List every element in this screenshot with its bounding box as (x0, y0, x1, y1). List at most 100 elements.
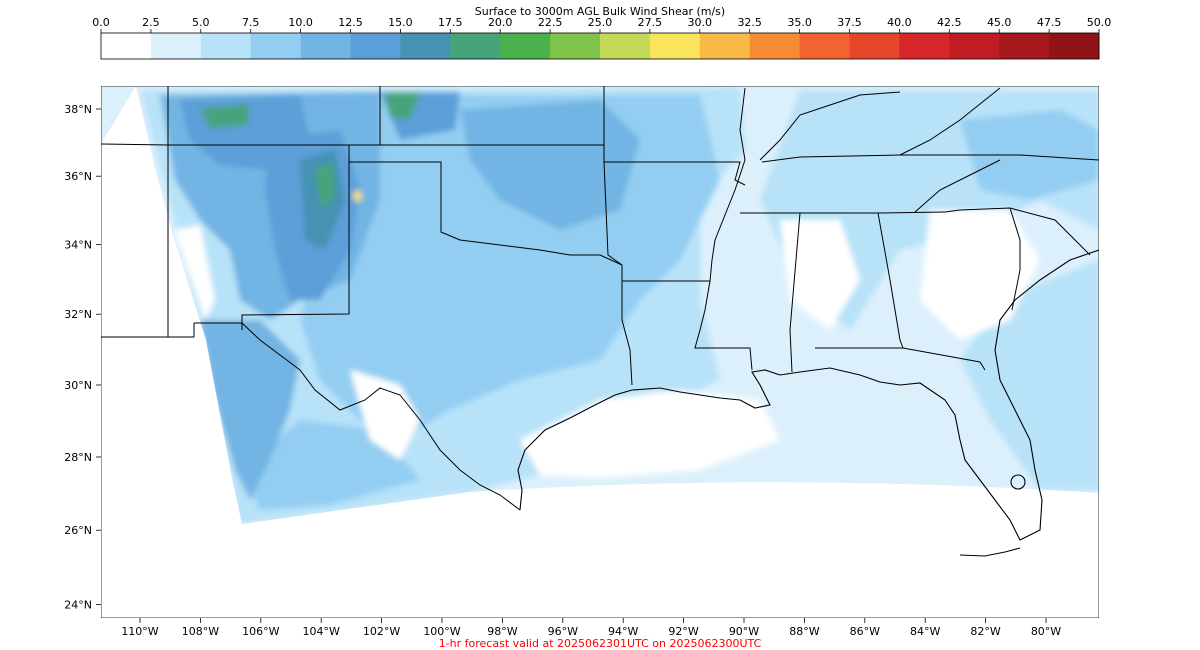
border-ok-ar (603, 86, 623, 266)
longitude-label: 100°W (423, 625, 460, 638)
colorbar-cell (250, 33, 302, 59)
latitude-label: 38°N (64, 103, 92, 116)
colorbar-cell (849, 33, 900, 59)
colorbar-cell (799, 33, 850, 59)
latitude-label: 32°N (64, 308, 92, 321)
longitude-label: 106°W (242, 625, 279, 638)
shear-area-0-tx (350, 370, 420, 460)
coast-ms-al-fl (779, 249, 1099, 541)
coast-keys (959, 547, 1021, 557)
longitude-label: 98°W (487, 625, 517, 638)
colorbar-cells (101, 33, 1100, 59)
colorbar-tick-label: 40.0 (887, 16, 912, 29)
colorbar-cell (550, 33, 601, 59)
longitude-label: 92°W (668, 625, 698, 638)
longitude-label: 90°W (729, 625, 759, 638)
colorbar: Surface to 3000m AGL Bulk Wind Shear (m/… (92, 5, 1111, 60)
colorbar-tick-label: 47.5 (1037, 16, 1062, 29)
border-appalachians (899, 87, 1001, 156)
colorbar-cell (101, 33, 152, 59)
border-al-ga (877, 212, 904, 349)
border-fl-panhandle (815, 347, 986, 371)
colorbar-cell (400, 33, 451, 59)
colorbar-tick-label: 45.0 (987, 16, 1012, 29)
colorbar-tick-label: 10.0 (288, 16, 313, 29)
colorbar-tick-label: 42.5 (937, 16, 962, 29)
colorbar-tick-label: 35.0 (787, 16, 812, 29)
colorbar-cell (200, 33, 252, 59)
latitude-labels: 38°N 36°N 34°N 32°N 30°N 28°N 26°N 24°N (64, 103, 101, 612)
longitude-labels: 110°W 108°W 106°W 104°W 102°W 100°W 98°W 96°W 94… (121, 618, 1061, 638)
shear-area-27-5-spot (353, 190, 362, 202)
shear-area-0-ms (780, 220, 860, 330)
colorbar-cell (450, 33, 501, 59)
colorbar-tick-label: 30.0 (688, 16, 713, 29)
latitude-label: 28°N (64, 451, 92, 464)
lake-okeechobee (1010, 474, 1026, 490)
colorbar-tick-label: 15.0 (388, 16, 413, 29)
longitude-label: 108°W (182, 625, 219, 638)
longitude-label: 80°W (1031, 625, 1061, 638)
colorbar-tick-label: 2.5 (142, 16, 160, 29)
colorbar-tick-labels: 0.0 2.5 5.0 7.5 10.0 12.5 15.0 17.5 20.0 22.5 25.0… (92, 16, 1111, 33)
colorbar-tick-label: 37.5 (837, 16, 862, 29)
colorbar-cell (350, 33, 401, 59)
forecast-valid-text: 1-hr forecast valid at 2025062301UTC on … (439, 637, 762, 650)
colorbar-frame (100, 32, 1100, 60)
colorbar-cell (749, 33, 801, 59)
colorbar-cell (1049, 33, 1100, 59)
latitude-label: 24°N (64, 599, 92, 612)
border-nc-sc (1009, 207, 1021, 311)
border-mo-ar (604, 161, 746, 186)
colorbar-tick-label: 0.0 (92, 16, 110, 29)
shear-area-10-ok (460, 100, 640, 230)
colorbar-tick-label: 32.5 (737, 16, 762, 29)
latitude-label: 34°N (64, 239, 92, 252)
shear-area-17-5-core (315, 162, 335, 210)
border-tx-la (621, 281, 633, 386)
shear-area-17-5-co (200, 104, 250, 128)
longitude-label: 102°W (363, 625, 400, 638)
colorbar-cell (600, 33, 651, 59)
colorbar-tick-label: 7.5 (242, 16, 260, 29)
border-four-corners-north (101, 143, 604, 146)
longitude-label: 94°W (608, 625, 638, 638)
colorbar-tick-label: 12.5 (338, 16, 363, 29)
longitude-label: 86°W (850, 625, 880, 638)
wind-shear-field (101, 86, 1099, 524)
coastline (517, 249, 1099, 557)
shear-area-17-5-ks (385, 92, 420, 120)
border-rio-grande (241, 322, 521, 511)
shear-area-7-5-ga (960, 110, 1099, 200)
colorbar-tick-label: 5.0 (192, 16, 210, 29)
longitude-label: 88°W (789, 625, 819, 638)
border-va-nc (914, 159, 1001, 213)
colorbar-cell (899, 33, 950, 59)
latitude-label: 36°N (64, 170, 92, 183)
colorbar-tick-label: 22.5 (538, 16, 563, 29)
border-az-mx (101, 323, 195, 338)
latitude-label: 30°N (64, 379, 92, 392)
shear-area-0-gulf-coast (520, 390, 780, 478)
colorbar-cell (999, 33, 1050, 59)
colorbar-tick-label: 50.0 (1087, 16, 1112, 29)
shear-area-10-sw (200, 320, 300, 500)
latitude-label: 26°N (64, 524, 92, 537)
colorbar-cell (699, 33, 751, 59)
colorbar-cell (300, 33, 351, 59)
colorbar-cell (500, 33, 551, 59)
coast-texas (517, 389, 633, 511)
border-ky-north (759, 91, 901, 161)
coast-louisiana (631, 369, 781, 409)
state-boundaries (101, 86, 1099, 511)
longitude-label: 104°W (303, 625, 340, 638)
colorbar-cell (649, 33, 701, 59)
longitude-label: 110°W (121, 625, 158, 638)
colorbar-cell (150, 33, 202, 59)
longitude-label: 84°W (910, 625, 940, 638)
colorbar-tick-label: 27.5 (638, 16, 663, 29)
colorbar-title: Surface to 3000m AGL Bulk Wind Shear (m/… (475, 5, 725, 18)
border-nm-tx-panhandle (348, 145, 623, 266)
longitude-label: 82°W (970, 625, 1000, 638)
